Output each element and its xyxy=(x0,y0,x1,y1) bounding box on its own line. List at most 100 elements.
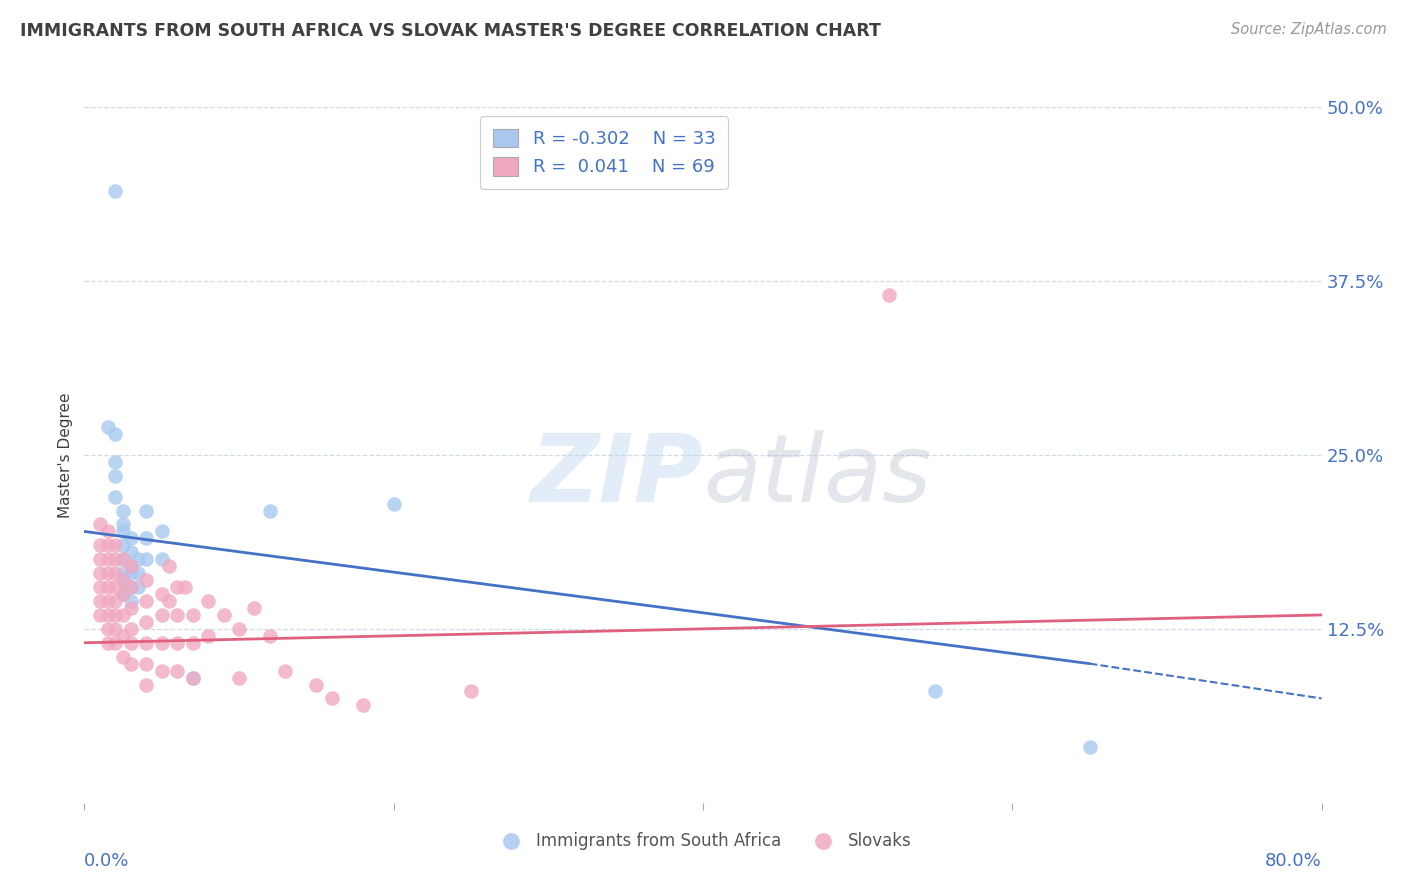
Point xyxy=(120,545,142,559)
Point xyxy=(877,288,900,302)
Point xyxy=(228,671,250,685)
Text: 80.0%: 80.0% xyxy=(1265,852,1322,870)
Point xyxy=(112,566,135,581)
Point xyxy=(96,622,118,636)
Point xyxy=(96,594,118,608)
Point xyxy=(166,664,188,678)
Point xyxy=(96,636,118,650)
Point xyxy=(174,580,197,594)
Point xyxy=(104,468,127,483)
Point xyxy=(96,580,118,594)
Point xyxy=(243,601,266,615)
Point xyxy=(104,636,127,650)
Point xyxy=(112,607,135,622)
Point xyxy=(89,580,111,594)
Point xyxy=(96,552,118,566)
Point xyxy=(112,587,135,601)
Point xyxy=(135,552,157,566)
Point xyxy=(112,524,135,539)
Point xyxy=(212,607,235,622)
Point xyxy=(460,684,482,698)
Point xyxy=(382,497,405,511)
Point xyxy=(150,524,173,539)
Point xyxy=(181,671,204,685)
Point xyxy=(120,532,142,546)
Point xyxy=(104,184,127,198)
Point xyxy=(150,664,173,678)
Point xyxy=(89,566,111,581)
Point xyxy=(112,587,135,601)
Point xyxy=(89,517,111,532)
Point xyxy=(127,580,149,594)
Text: IMMIGRANTS FROM SOUTH AFRICA VS SLOVAK MASTER'S DEGREE CORRELATION CHART: IMMIGRANTS FROM SOUTH AFRICA VS SLOVAK M… xyxy=(20,22,880,40)
Point xyxy=(159,594,180,608)
Point xyxy=(104,580,127,594)
Point xyxy=(924,684,946,698)
Point xyxy=(135,615,157,629)
Point xyxy=(120,559,142,574)
Point xyxy=(112,503,135,517)
Point xyxy=(127,552,149,566)
Point xyxy=(112,552,135,566)
Point xyxy=(228,622,250,636)
Point xyxy=(159,559,180,574)
Point xyxy=(89,552,111,566)
Point xyxy=(120,601,142,615)
Point xyxy=(135,532,157,546)
Point xyxy=(112,517,135,532)
Text: ZIP: ZIP xyxy=(530,430,703,522)
Point xyxy=(120,566,142,581)
Point xyxy=(104,594,127,608)
Point xyxy=(112,629,135,643)
Point xyxy=(135,636,157,650)
Point xyxy=(112,573,135,587)
Point xyxy=(135,657,157,671)
Point xyxy=(135,503,157,517)
Point xyxy=(104,538,127,552)
Text: 0.0%: 0.0% xyxy=(84,852,129,870)
Point xyxy=(127,566,149,581)
Y-axis label: Master's Degree: Master's Degree xyxy=(58,392,73,517)
Point xyxy=(120,580,142,594)
Point xyxy=(166,636,188,650)
Point xyxy=(120,636,142,650)
Point xyxy=(166,607,188,622)
Point xyxy=(112,649,135,664)
Point xyxy=(135,573,157,587)
Point xyxy=(104,622,127,636)
Point xyxy=(259,629,281,643)
Point xyxy=(96,538,118,552)
Point xyxy=(104,455,127,469)
Point xyxy=(259,503,281,517)
Point xyxy=(181,671,204,685)
Point xyxy=(352,698,374,713)
Point xyxy=(120,594,142,608)
Point xyxy=(197,594,219,608)
Point xyxy=(112,552,135,566)
Point xyxy=(104,552,127,566)
Point xyxy=(274,664,297,678)
Point xyxy=(150,552,173,566)
Point xyxy=(104,490,127,504)
Point xyxy=(150,636,173,650)
Point xyxy=(104,607,127,622)
Point xyxy=(181,636,204,650)
Point xyxy=(135,594,157,608)
Point xyxy=(96,524,118,539)
Point xyxy=(120,622,142,636)
Point xyxy=(305,677,328,691)
Point xyxy=(112,573,135,587)
Point xyxy=(96,566,118,581)
Legend: Immigrants from South Africa, Slovaks: Immigrants from South Africa, Slovaks xyxy=(488,826,918,857)
Point xyxy=(104,566,127,581)
Point xyxy=(150,607,173,622)
Point xyxy=(150,587,173,601)
Point xyxy=(197,629,219,643)
Text: Source: ZipAtlas.com: Source: ZipAtlas.com xyxy=(1230,22,1386,37)
Point xyxy=(96,607,118,622)
Point xyxy=(96,420,118,434)
Point xyxy=(166,580,188,594)
Point xyxy=(120,657,142,671)
Point xyxy=(135,677,157,691)
Point xyxy=(181,607,204,622)
